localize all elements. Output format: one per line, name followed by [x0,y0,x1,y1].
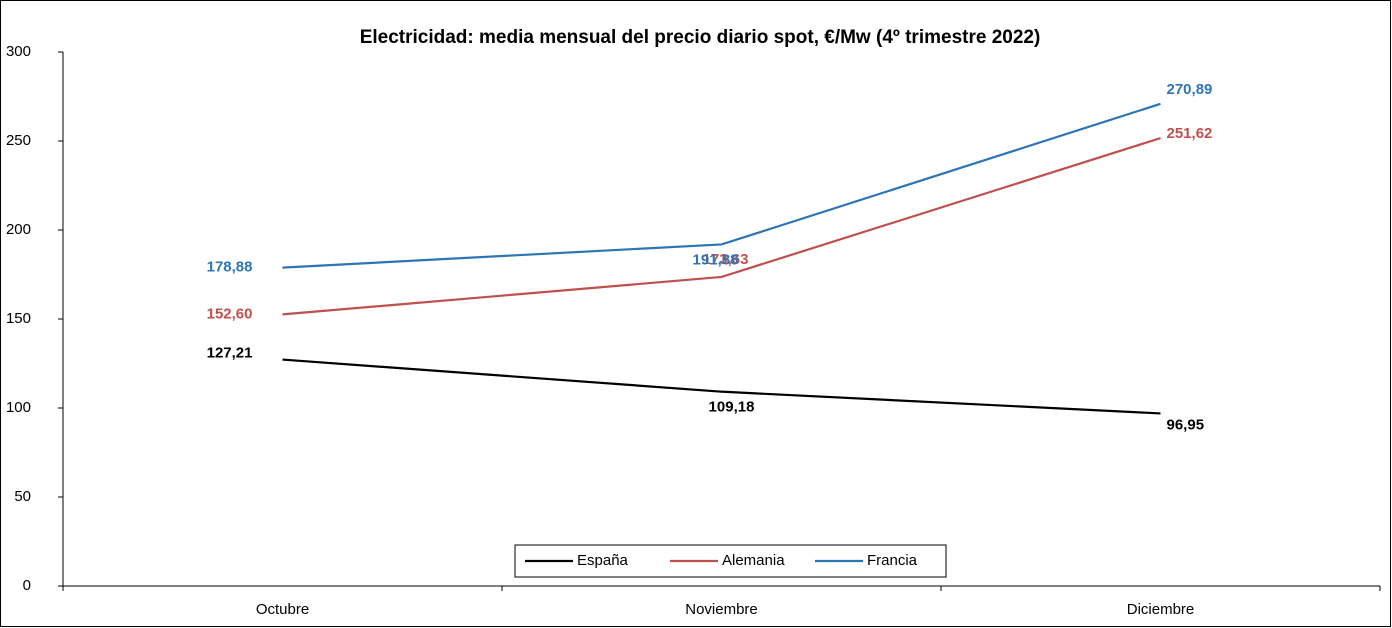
data-label: 270,89 [1167,81,1213,98]
y-tick-label: 0 [23,577,31,594]
x-tick-label: Octubre [256,601,309,618]
data-label: 178,88 [207,259,253,276]
data-label: 96,95 [1167,416,1205,433]
series-line [282,137,1161,316]
y-tick-label: 50 [14,488,31,505]
x-tick-label: Noviembre [685,601,758,618]
chart-title: Electricidad: media mensual del precio d… [360,27,1041,48]
y-tick-label: 150 [6,310,31,327]
legend-label: Alemania [722,552,785,569]
legend-label: España [577,552,629,569]
data-label: 127,21 [207,345,253,362]
y-tick-label: 300 [6,43,31,60]
series-line [282,102,1161,269]
data-label: 109,18 [709,399,755,416]
y-tick-label: 200 [6,221,31,238]
y-tick-label: 250 [6,132,31,149]
data-label: 251,62 [1167,125,1213,142]
legend-box [514,544,947,578]
series-line [282,358,1161,415]
legend: España Alemania Francia [514,544,947,578]
y-tick-label: 100 [6,399,31,416]
x-tick-label: Diciembre [1127,601,1195,618]
data-label: 173,63 [703,251,749,268]
data-label: 152,60 [207,305,253,322]
legend-label: Francia [867,552,918,569]
data-label: 191,88 [693,251,739,268]
